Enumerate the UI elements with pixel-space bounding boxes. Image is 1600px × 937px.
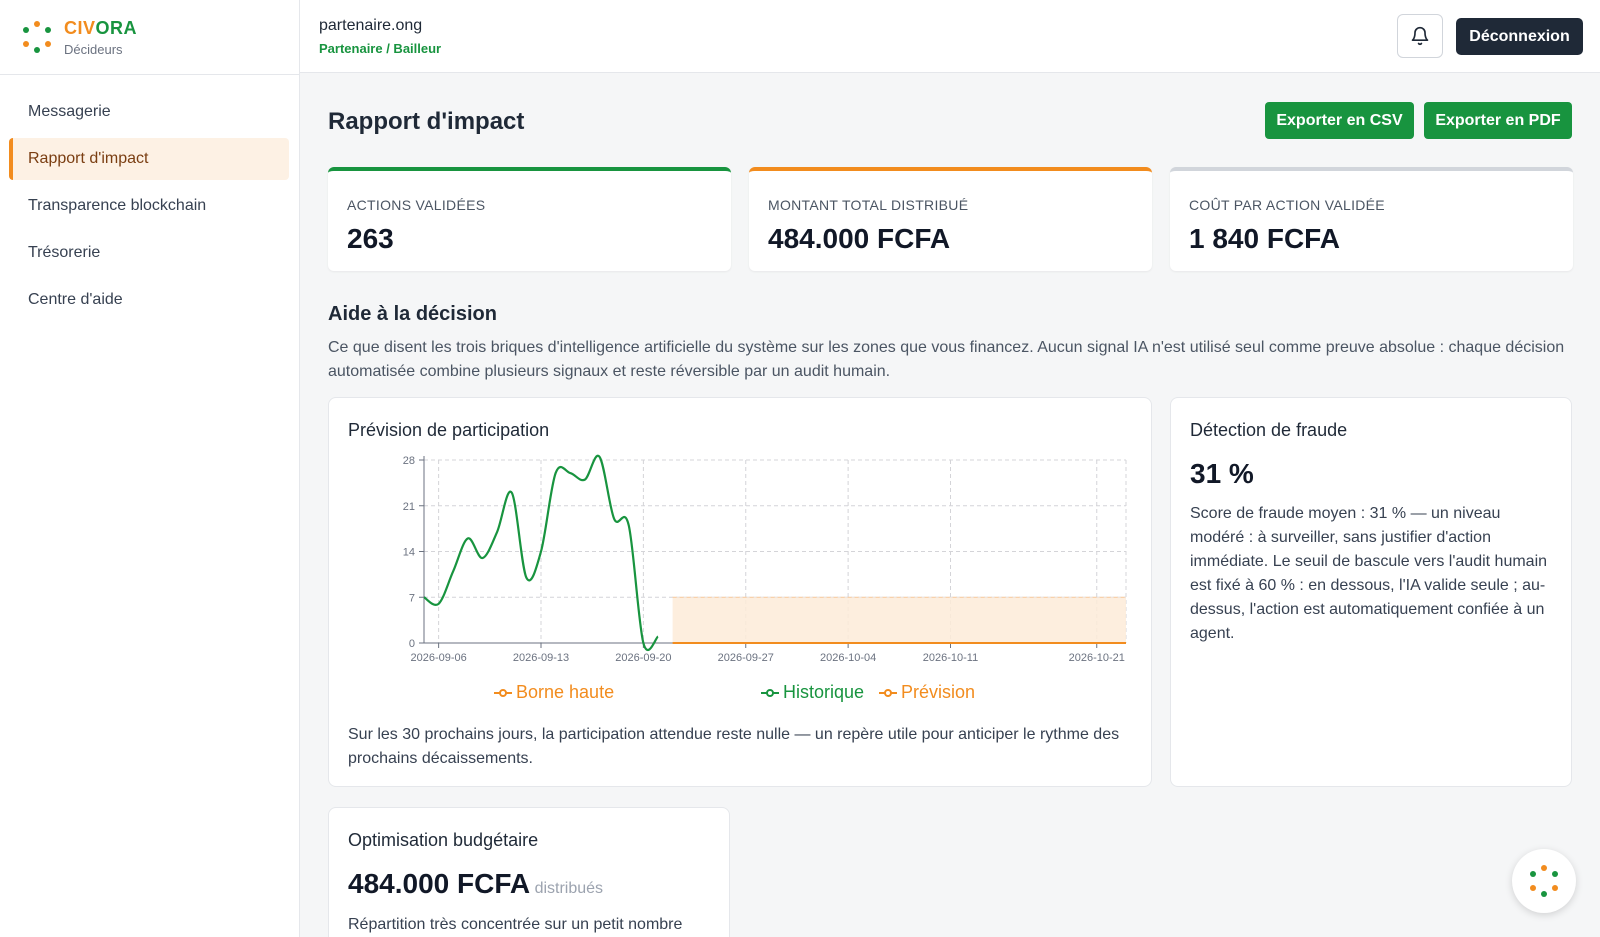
- budget-amount-row: 484.000 FCFA distribués: [348, 868, 603, 900]
- budget-card: Optimisation budgétaire 484.000 FCFA dis…: [328, 807, 730, 937]
- page-title: Rapport d'impact: [328, 108, 525, 135]
- legend-item-borne-haute[interactable]: Borne haute: [494, 682, 614, 703]
- sidebar-item-tresorerie[interactable]: Trésorerie: [28, 244, 101, 261]
- sidebar-item-messagerie[interactable]: Messagerie: [28, 103, 111, 120]
- brand-name: CIVORA: [64, 17, 138, 38]
- forecast-card: Prévision de participation Sur les 30 pr…: [328, 397, 1152, 787]
- card-title: Prévision de participation: [348, 420, 550, 440]
- legend-swatch: [879, 688, 897, 698]
- sidebar-item-centre-aide[interactable]: Centre d'aide: [28, 291, 123, 308]
- notifications-button[interactable]: [1397, 14, 1443, 58]
- legend-label: Historique: [783, 682, 865, 702]
- export-pdf-button[interactable]: Exporter en PDF: [1424, 102, 1572, 139]
- budget-amount: 484.000 FCFA: [348, 868, 531, 899]
- card-title: Détection de fraude: [1190, 420, 1348, 440]
- sidebar-nav: Messagerie Rapport d'impact Transparence…: [0, 75, 299, 321]
- legend-swatch: [761, 688, 779, 698]
- legend-item-prevision[interactable]: Prévision: [879, 682, 975, 703]
- civora-logo-icon: [23, 21, 51, 53]
- legend-label: Borne haute: [516, 682, 615, 702]
- legend-label: Prévision: [901, 682, 976, 702]
- user-role: Partenaire / Bailleur: [319, 41, 442, 56]
- sidebar: CIVORA Décideurs Messagerie Rapport d'im…: [0, 0, 300, 937]
- brand-subtitle: Décideurs: [64, 41, 123, 57]
- kpi-card-actions: ACTIONS VALIDÉES 263: [328, 167, 731, 271]
- legend-item-historique[interactable]: Historique: [761, 682, 864, 703]
- civora-logo-icon: [1530, 865, 1558, 897]
- logout-button[interactable]: Déconnexion: [1456, 18, 1583, 55]
- kpi-value: 263: [347, 223, 394, 254]
- kpi-card-cout: COÛT PAR ACTION VALIDÉE 1 840 FCFA: [1170, 167, 1573, 271]
- sidebar-item-rapport-impact[interactable]: Rapport d'impact: [9, 138, 289, 180]
- sidebar-item-transparence-blockchain[interactable]: Transparence blockchain: [28, 197, 207, 214]
- bell-icon: [1411, 26, 1429, 46]
- forecast-summary: Sur les 30 prochains jours, la participa…: [348, 726, 1120, 767]
- fraud-score: 31 %: [1190, 458, 1254, 489]
- section-description: Ce que disent les trois briques d'intell…: [328, 339, 1565, 380]
- kpi-value: 484.000 FCFA: [768, 223, 951, 254]
- org-name: partenaire.ong: [319, 17, 423, 34]
- budget-description: Répartition très concentrée sur un petit…: [348, 916, 683, 933]
- assistant-fab-button[interactable]: [1512, 849, 1576, 913]
- kpi-value: 1 840 FCFA: [1189, 223, 1340, 254]
- kpi-label: MONTANT TOTAL DISTRIBUÉ: [768, 197, 969, 213]
- kpi-label: ACTIONS VALIDÉES: [347, 197, 486, 213]
- fraud-card: Détection de fraude 31 % Score de fraude…: [1170, 397, 1572, 787]
- card-title: Optimisation budgétaire: [348, 830, 539, 850]
- export-csv-button[interactable]: Exporter en CSV: [1265, 102, 1414, 139]
- kpi-label: COÛT PAR ACTION VALIDÉE: [1189, 197, 1385, 213]
- topbar: partenaire.ong Partenaire / Bailleur Déc…: [300, 0, 1600, 73]
- section-title: Aide à la décision: [328, 303, 497, 325]
- budget-unit: distribués: [534, 880, 604, 897]
- brand[interactable]: CIVORA Décideurs: [0, 0, 299, 75]
- fraud-description: Score de fraude moyen : 31 % — un niveau…: [1190, 505, 1548, 642]
- legend-swatch: [494, 688, 512, 698]
- kpi-card-montant: MONTANT TOTAL DISTRIBUÉ 484.000 FCFA: [749, 167, 1152, 271]
